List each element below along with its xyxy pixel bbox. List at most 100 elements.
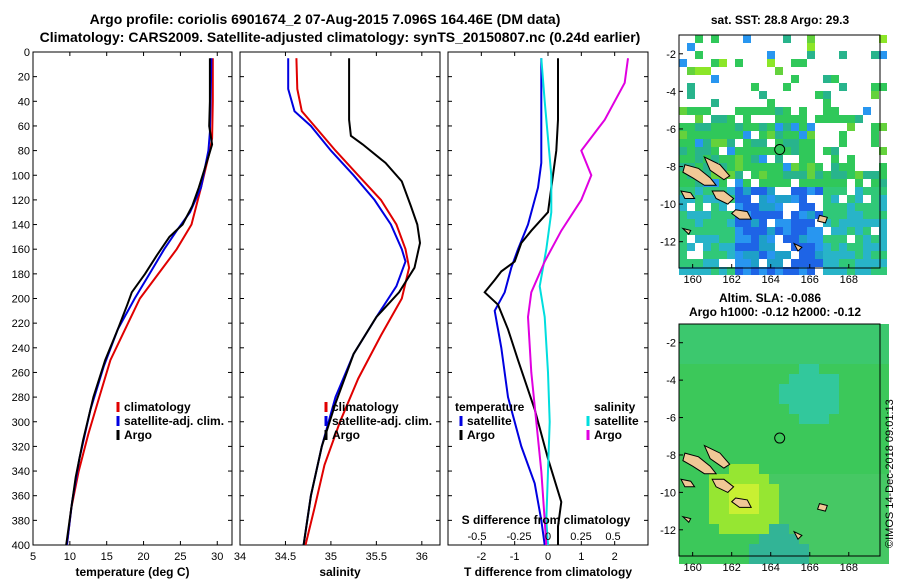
sst-cell bbox=[855, 203, 863, 211]
sst-cell bbox=[855, 219, 863, 227]
sst-cell bbox=[847, 203, 855, 211]
sst-cell bbox=[847, 243, 855, 251]
sla-cell bbox=[749, 524, 759, 534]
sst-cell bbox=[687, 91, 695, 99]
sst-cell bbox=[791, 243, 799, 251]
sla-cell bbox=[789, 554, 799, 564]
sla-cell bbox=[819, 534, 829, 544]
sla-cell bbox=[699, 374, 709, 384]
sla-cell bbox=[689, 554, 699, 564]
sst-cell bbox=[823, 99, 831, 107]
sst-cell bbox=[823, 75, 831, 83]
sla-cell bbox=[799, 504, 809, 514]
sst-cell bbox=[743, 123, 751, 131]
sst-cell bbox=[831, 107, 839, 115]
sst-cell bbox=[759, 155, 767, 163]
sst-cell bbox=[839, 235, 847, 243]
sst-cell bbox=[767, 259, 775, 267]
sla-cell bbox=[719, 504, 729, 514]
map-x-tick-label: 164 bbox=[762, 274, 780, 286]
sst-cell bbox=[863, 171, 871, 179]
sst-cell bbox=[711, 171, 719, 179]
sst-cell bbox=[879, 187, 887, 195]
sla-cell bbox=[829, 464, 839, 474]
sst-cell bbox=[735, 171, 743, 179]
sla-cell bbox=[859, 474, 869, 484]
sst-cell bbox=[719, 227, 727, 235]
sst-cell bbox=[791, 147, 799, 155]
sla-cell bbox=[769, 524, 779, 534]
sst-cell bbox=[695, 227, 703, 235]
sla-cell bbox=[819, 474, 829, 484]
sla-cell bbox=[809, 344, 819, 354]
sla-cell bbox=[749, 544, 759, 554]
sst-cell bbox=[767, 179, 775, 187]
sla-cell bbox=[749, 494, 759, 504]
sst-cell bbox=[791, 219, 799, 227]
sla-cell bbox=[679, 414, 689, 424]
sst-cell bbox=[831, 115, 839, 123]
sst-cell bbox=[695, 203, 703, 211]
sst-cell bbox=[799, 131, 807, 139]
sst-cell bbox=[839, 211, 847, 219]
sla-cell bbox=[729, 444, 739, 454]
sst-cell bbox=[719, 267, 727, 275]
island-shape bbox=[703, 156, 731, 181]
sst-cell bbox=[839, 203, 847, 211]
sla-cell bbox=[809, 414, 819, 424]
sla-cell bbox=[839, 484, 849, 494]
sst-cell bbox=[863, 203, 871, 211]
sla-cell bbox=[729, 394, 739, 404]
island-shape bbox=[816, 214, 828, 224]
sst-cell bbox=[735, 131, 743, 139]
sla-cell bbox=[819, 334, 829, 344]
sla-cell bbox=[879, 504, 889, 514]
sst-cell bbox=[759, 243, 767, 251]
sla-cell bbox=[699, 484, 709, 494]
y-tick-label: 0 bbox=[24, 47, 30, 59]
sla-cell bbox=[729, 414, 739, 424]
sla-cell bbox=[839, 334, 849, 344]
sst-cell bbox=[783, 179, 791, 187]
x-tick-label: -1 bbox=[510, 551, 520, 563]
y-tick-label: 160 bbox=[12, 244, 30, 256]
sst-cell bbox=[831, 163, 839, 171]
sla-cell bbox=[869, 414, 879, 424]
sst-cell bbox=[711, 131, 719, 139]
sst-cell bbox=[679, 131, 687, 139]
sst-cell bbox=[823, 251, 831, 259]
sla-cell bbox=[689, 384, 699, 394]
sla-cell bbox=[809, 434, 819, 444]
sst-cell bbox=[759, 147, 767, 155]
sst-cell bbox=[823, 219, 831, 227]
sla-cell bbox=[809, 484, 819, 494]
sla-cell bbox=[799, 524, 809, 534]
sla-cell bbox=[859, 464, 869, 474]
sst-cell bbox=[751, 139, 759, 147]
sst-cell bbox=[743, 115, 751, 123]
island-shape bbox=[711, 190, 735, 205]
sla-cell bbox=[789, 414, 799, 424]
sla-cell bbox=[869, 384, 879, 394]
legend-label: climatology bbox=[332, 400, 399, 414]
sst-cell bbox=[783, 163, 791, 171]
sst-cell bbox=[695, 235, 703, 243]
sla-cell bbox=[729, 374, 739, 384]
sla-cell bbox=[799, 414, 809, 424]
sla-cell bbox=[769, 374, 779, 384]
sla-cell bbox=[739, 334, 749, 344]
salinity-diff-tick-label: 0 bbox=[545, 531, 551, 543]
sla-cell bbox=[829, 494, 839, 504]
sla-cell bbox=[879, 364, 889, 374]
sla-cell bbox=[779, 444, 789, 454]
sst-cell bbox=[791, 171, 799, 179]
map-x-tick-label: 160 bbox=[683, 274, 701, 286]
sla-cell bbox=[829, 444, 839, 454]
sst-cell bbox=[863, 211, 871, 219]
sst-cell bbox=[807, 235, 815, 243]
sst-cell bbox=[807, 147, 815, 155]
sst-cell bbox=[791, 211, 799, 219]
sst-cell bbox=[767, 99, 775, 107]
sst-cell bbox=[679, 211, 687, 219]
sla-cell bbox=[739, 544, 749, 554]
